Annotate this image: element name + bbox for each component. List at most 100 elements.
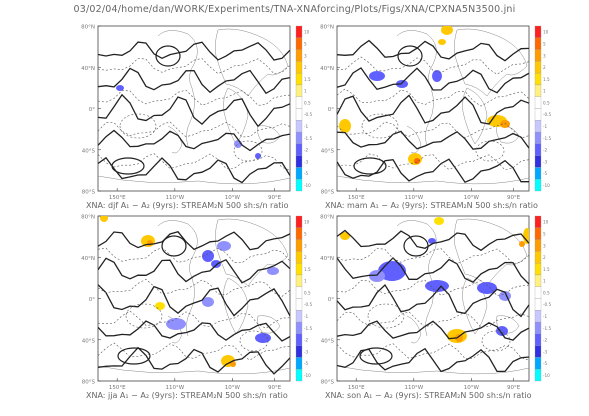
coastline	[462, 87, 488, 145]
colorbar-label: -0.5	[543, 302, 552, 307]
lat-label: 80°N	[81, 215, 95, 221]
contour-positive	[98, 320, 290, 342]
colorbar-label: -1	[304, 314, 309, 319]
colorbar-segment	[295, 345, 303, 358]
colorbar-segment	[295, 84, 303, 97]
colorbar-segment	[295, 333, 303, 346]
contour-cell	[397, 45, 423, 67]
significance-patch	[519, 241, 525, 247]
colorbar-label: 0.5	[543, 100, 550, 105]
colorbar-label: 10	[304, 220, 310, 225]
lat-label: 0°	[328, 297, 334, 303]
colorbar-label: 1.5	[304, 77, 311, 82]
colorbar-segment	[295, 155, 303, 168]
coastline	[98, 365, 290, 375]
colorbar-segment	[295, 179, 303, 192]
colorbar-label: -3	[304, 159, 309, 164]
significance-patch	[477, 282, 497, 294]
colorbar-label: 2	[304, 255, 307, 260]
lon-label: 10°W	[464, 385, 480, 391]
colorbar-segment	[295, 37, 303, 50]
map-panel-4: 80°N 40°N 0° 40°S 80°S 150°E 110°W 10°W 90°E 10 5 3…	[320, 215, 552, 392]
colorbar-segment	[295, 108, 303, 121]
contour-cell	[359, 347, 393, 365]
colorbar-segment	[534, 286, 542, 299]
colorbar-label: 2	[304, 65, 307, 70]
colorbar-segment	[534, 357, 542, 370]
coastline	[215, 218, 289, 287]
contour-negative	[337, 88, 529, 107]
coastline	[496, 125, 520, 144]
colorbar-segment	[534, 333, 542, 346]
map-panel-1: 80°N 40°N 0° 40°S 80°S 150°E 110°W 10°W 90°E 10 5 3…	[81, 25, 312, 202]
page-title: 03/02/04/home/dan/WORK/Experiments/TNA-X…	[73, 4, 516, 15]
significance-patch	[339, 119, 351, 133]
colorbar-segment	[295, 61, 303, 74]
colorbar-label: -2	[304, 148, 309, 153]
lat-label: 40°N	[81, 66, 95, 72]
colorbar-segment	[534, 72, 542, 86]
contour-positive	[98, 257, 290, 284]
significance-patch	[434, 217, 444, 225]
coastline	[406, 315, 422, 344]
colorbar-label: -10	[543, 183, 550, 188]
contour-positive	[98, 41, 290, 61]
coastline	[396, 30, 437, 147]
colorbar-segment	[534, 49, 542, 62]
contour-positive	[98, 67, 290, 95]
colorbar-label: -1.5	[543, 136, 552, 141]
colorbar-segment	[534, 274, 542, 287]
lat-label: 0°	[328, 107, 334, 113]
colorbar-segment	[295, 239, 303, 252]
colorbar-label: -10	[304, 373, 311, 378]
colorbar-segment	[534, 215, 542, 228]
contour-positive	[98, 231, 290, 251]
lon-label: 110°W	[404, 195, 423, 201]
coastline	[257, 315, 281, 334]
colorbar-segment	[295, 227, 303, 240]
colorbar-segment	[295, 262, 303, 276]
coastline	[257, 125, 281, 144]
colorbar-segment	[295, 49, 303, 62]
contour-cell	[475, 140, 505, 162]
significance-patch	[523, 228, 529, 244]
colorbar-segment	[295, 251, 303, 264]
colorbar-label: 10	[543, 30, 549, 35]
colorbar-label: 10	[304, 30, 310, 35]
colorbar-label: 10	[543, 220, 549, 225]
colorbar-segment	[295, 120, 303, 133]
colorbar-label: 3	[304, 243, 307, 248]
panel-caption: XNA: djf A₁ − A₂ (9yrs): STREAM₂N 500 sh…	[86, 201, 289, 210]
coastline	[454, 28, 528, 97]
lon-label: 90°E	[507, 385, 521, 391]
significance-patch	[340, 232, 350, 240]
lon-label: 150°E	[109, 195, 126, 201]
colorbar-segment	[534, 108, 542, 121]
colorbar-label: 2	[543, 65, 546, 70]
coastline	[454, 218, 528, 287]
contour-negative	[98, 342, 290, 361]
significance-patch	[116, 85, 124, 91]
lat-label: 80°S	[82, 190, 96, 196]
significance-patch	[255, 153, 261, 159]
colorbar-segment	[534, 61, 542, 74]
colorbar-label: -10	[543, 373, 550, 378]
contour-cell	[353, 157, 387, 175]
contour-positive	[337, 94, 529, 125]
colorbar-label: -1.5	[304, 326, 313, 331]
colorbar-segment	[534, 155, 542, 168]
significance-patch	[230, 361, 236, 367]
colorbar-segment	[534, 262, 542, 276]
lat-label: 40°S	[321, 148, 335, 154]
colorbar-segment	[295, 286, 303, 299]
contour-cell	[155, 45, 181, 67]
contour-negative	[98, 278, 290, 297]
lat-label: 0°	[89, 107, 95, 113]
colorbar-label: -1	[543, 314, 548, 319]
significance-patch	[500, 120, 510, 128]
contour-positive	[337, 256, 529, 285]
contour-positive	[337, 229, 529, 252]
significance-patch	[202, 297, 214, 307]
contour-negative	[337, 311, 529, 328]
colorbar-segment	[534, 369, 542, 382]
